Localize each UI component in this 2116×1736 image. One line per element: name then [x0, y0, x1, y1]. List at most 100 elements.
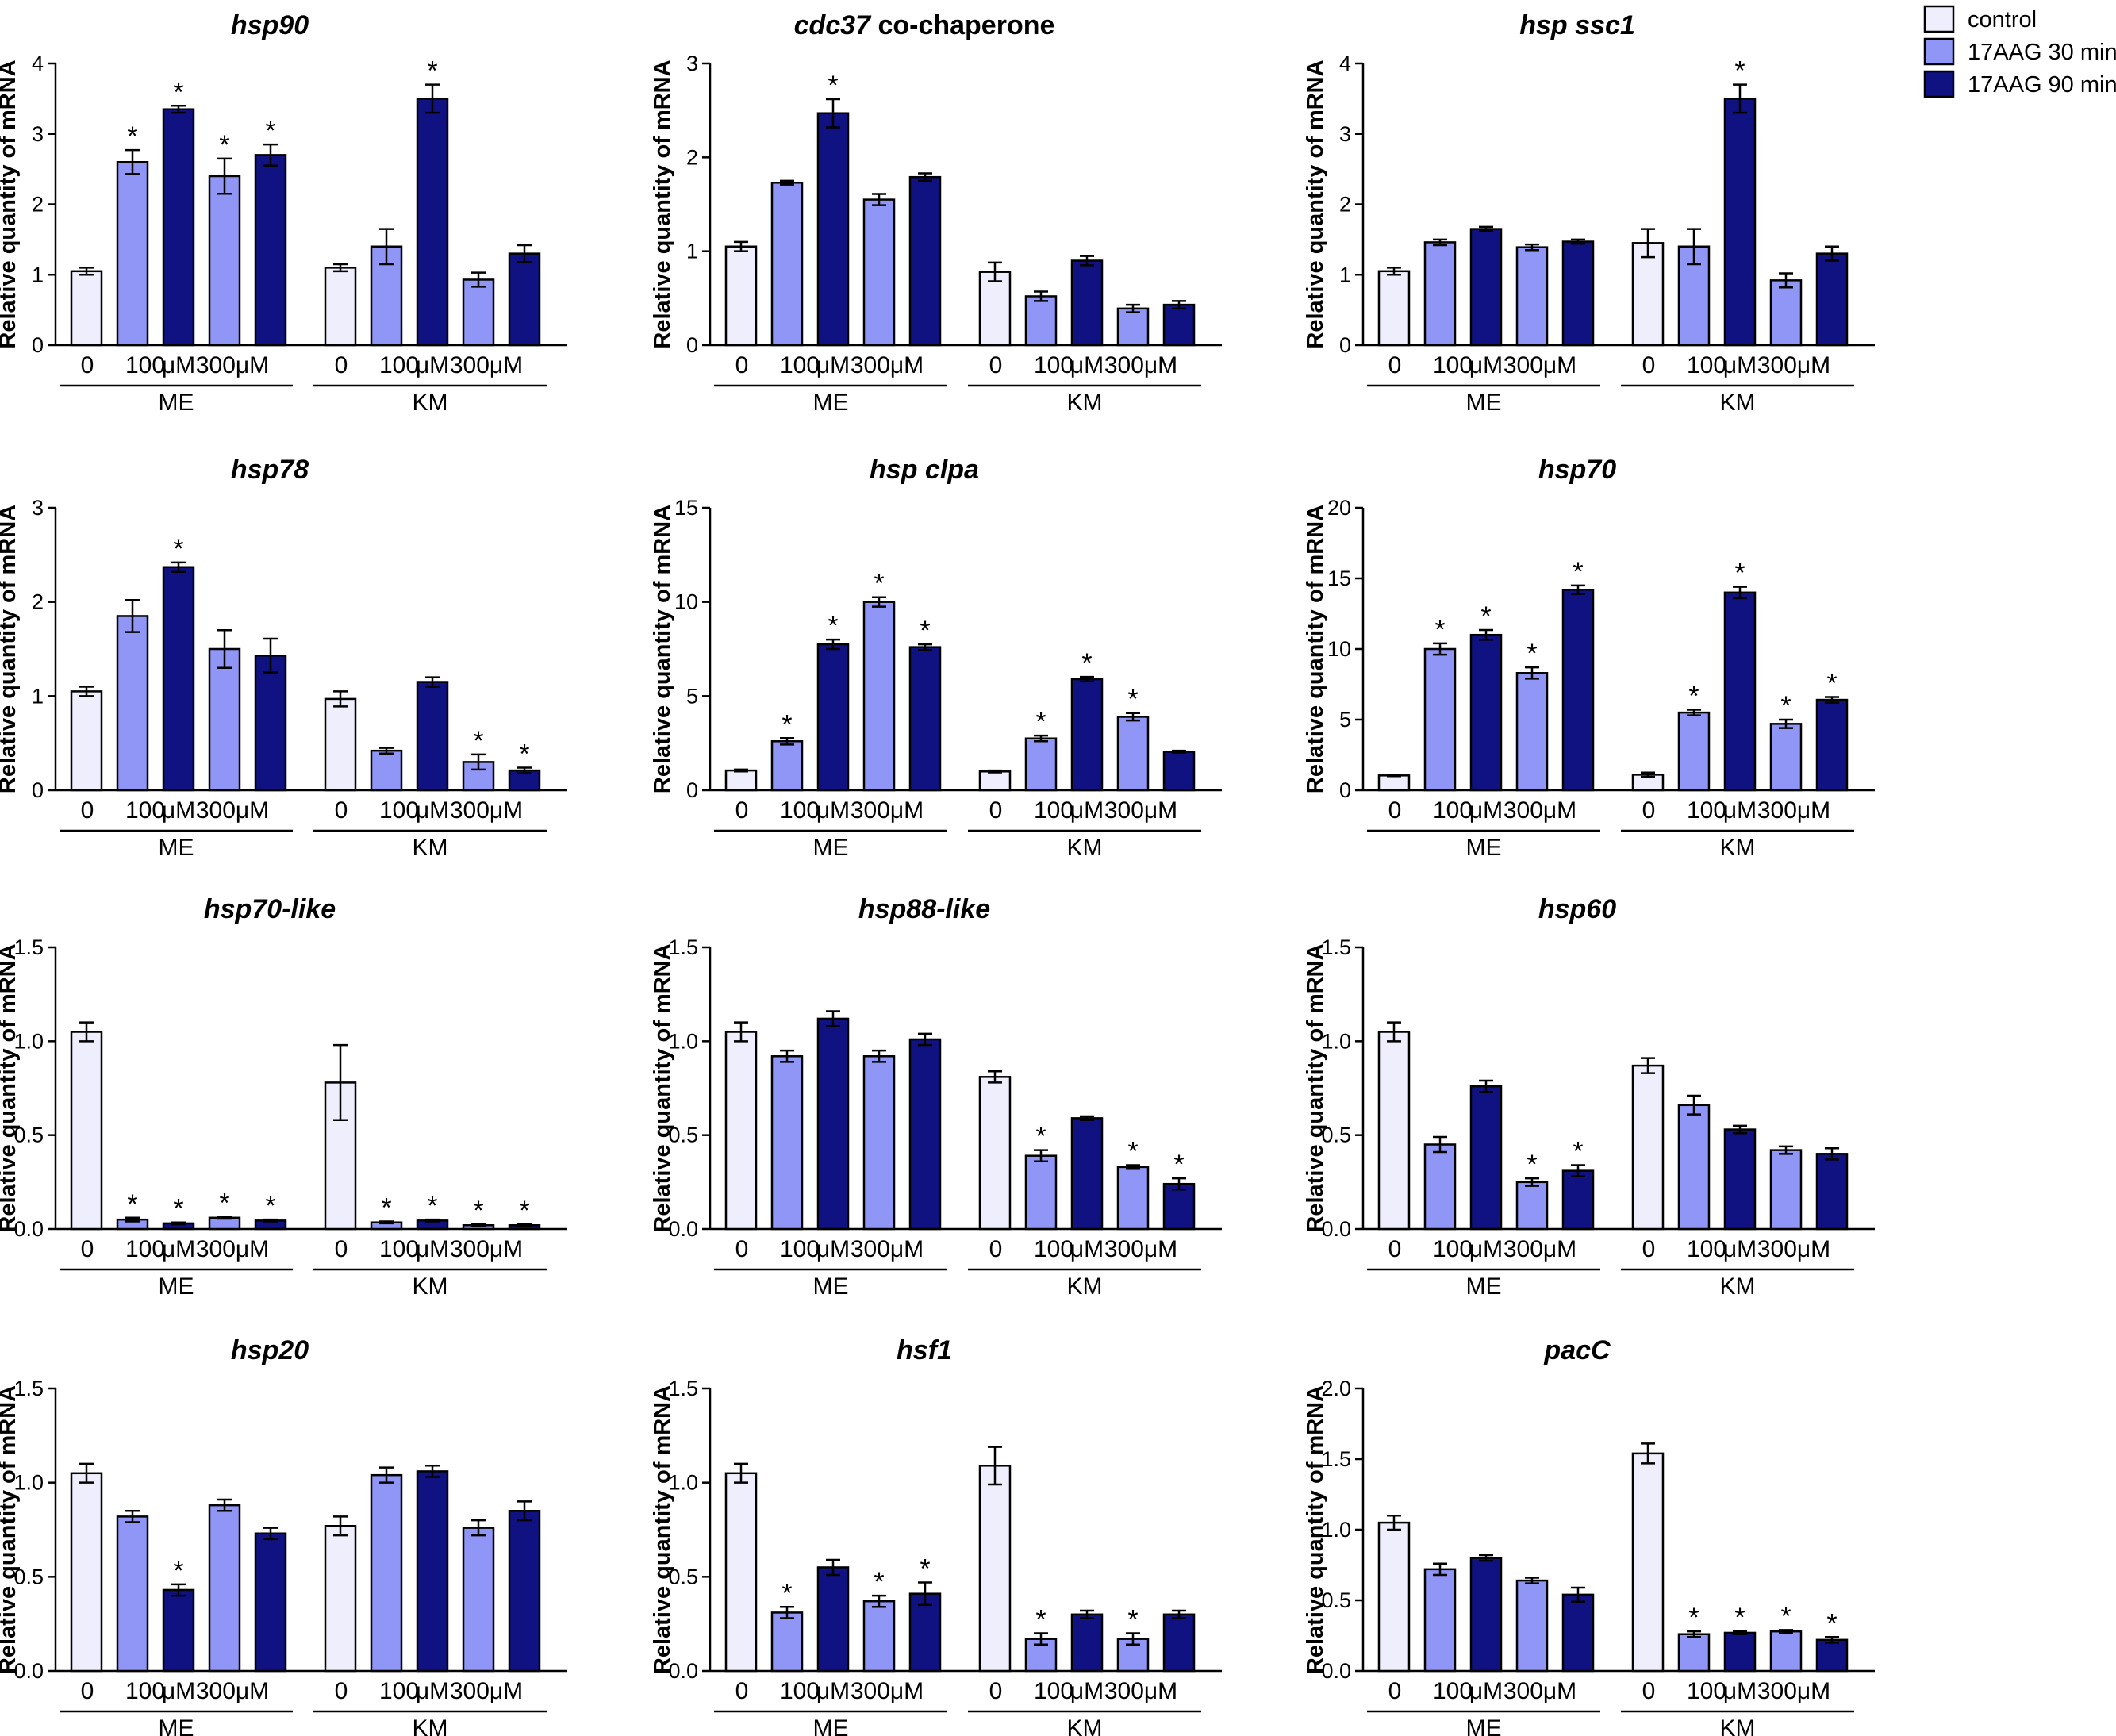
significance-star: *	[1434, 615, 1445, 645]
significance-star: *	[1573, 557, 1583, 587]
category-label: 100	[1034, 352, 1073, 378]
category-label: 0	[335, 1678, 348, 1704]
category-label: 100	[125, 352, 165, 378]
category-label: 0	[1388, 352, 1402, 378]
bar-km-3	[462, 1527, 495, 1673]
bar-km-1	[1677, 1104, 1711, 1231]
bar-me-4	[1561, 1593, 1595, 1673]
panel-title: hsp60	[1538, 894, 1616, 924]
category-label: μM	[162, 352, 195, 378]
bar-me-3	[1515, 1579, 1549, 1673]
bar-me-0	[1377, 774, 1411, 792]
category-label: 0	[1642, 1678, 1656, 1704]
category-label: 100	[1687, 797, 1726, 824]
group-label-me: ME	[159, 390, 194, 416]
bar-km-4	[1815, 698, 1849, 792]
category-label: 300μM	[851, 1678, 924, 1704]
significance-star: *	[1081, 648, 1092, 678]
category-label: 0	[989, 797, 1003, 824]
bar-km-3	[462, 278, 495, 347]
y-tick-label: 15	[674, 496, 698, 520]
y-tick-label: 0.5	[1321, 1588, 1351, 1612]
bar-me-0	[724, 245, 758, 347]
category-label: 300μM	[1503, 1678, 1576, 1704]
category-label: 0	[989, 352, 1003, 378]
bar-me-2	[162, 1588, 195, 1673]
y-tick-label: 1.0	[13, 1471, 44, 1495]
category-label: 0	[735, 1236, 749, 1262]
group-label-me: ME	[1466, 1273, 1502, 1300]
y-tick-label: 1	[1339, 263, 1351, 286]
y-tick-label: 0.0	[668, 1217, 698, 1241]
bar-km-0	[978, 271, 1012, 347]
significance-star: *	[219, 1189, 229, 1219]
category-label: 100	[379, 1678, 419, 1704]
y-tick-label: 3	[1339, 122, 1351, 146]
bar-me-1	[1423, 1568, 1457, 1673]
group-label-km: KM	[1720, 390, 1756, 416]
y-axis-title: Relative quantity of mRNA	[0, 1385, 21, 1674]
category-label: 0	[81, 1678, 94, 1704]
group-label-km: KM	[1720, 835, 1756, 861]
panel-title: hsf1	[897, 1335, 952, 1365]
group-label-me: ME	[813, 835, 849, 861]
significance-star: *	[519, 739, 529, 770]
bar-me-2	[816, 643, 850, 792]
significance-star: *	[173, 534, 183, 564]
bar-km-2	[1723, 98, 1757, 347]
significance-star: *	[1035, 1122, 1046, 1152]
category-label: μM	[1070, 352, 1104, 378]
significance-star: *	[427, 56, 437, 86]
category-label: μM	[816, 352, 850, 378]
category-label: 0	[81, 1236, 94, 1262]
significance-star: *	[1688, 1603, 1699, 1633]
category-label: μM	[416, 797, 449, 824]
bar-km-2	[1070, 1613, 1104, 1673]
category-label: 0	[735, 797, 749, 824]
significance-star: *	[828, 71, 838, 101]
significance-star: *	[1127, 1137, 1138, 1167]
bar-km-0	[978, 1465, 1012, 1673]
significance-star: *	[920, 616, 930, 646]
significance-star: *	[1734, 1603, 1745, 1633]
y-tick-label: 1.5	[668, 935, 698, 959]
category-label: μM	[1469, 1236, 1503, 1262]
group-label-km: KM	[1067, 835, 1103, 861]
significance-star: *	[1035, 707, 1046, 737]
significance-star: *	[1734, 56, 1745, 86]
y-tick-label: 1.5	[1321, 935, 1351, 959]
y-tick-label: 4	[1339, 52, 1351, 75]
category-label: μM	[416, 352, 449, 378]
bar-km-1	[370, 1473, 403, 1673]
panel-title: hsp78	[231, 455, 309, 485]
y-tick-label: 0.0	[13, 1217, 44, 1241]
y-tick-label: 1.0	[13, 1029, 44, 1053]
bar-km-0	[1631, 242, 1665, 347]
bar-km-0	[978, 770, 1012, 792]
y-tick-label: 1	[32, 263, 44, 286]
legend: control 17AAG 30 min 17AAG 90 min	[1923, 5, 2116, 98]
category-label: 100	[379, 1236, 419, 1262]
category-label: 300μM	[1104, 1678, 1177, 1704]
category-label: μM	[1469, 1678, 1503, 1704]
bar-me-4	[254, 154, 287, 347]
bar-km-4	[508, 1510, 541, 1673]
category-label: 300μM	[450, 1236, 523, 1262]
bar-me-4	[908, 646, 942, 792]
bar-me-3	[208, 1504, 241, 1673]
category-label: 100	[125, 1236, 165, 1262]
panel-hsp70: hsp70 Relative quantity of mRNA 0 5 10 15 20 * *…	[1303, 455, 1875, 861]
bar-km-4	[1815, 1638, 1849, 1673]
bar-km-0	[1631, 1064, 1665, 1231]
bar-me-1	[770, 1055, 804, 1231]
significance-star: *	[1780, 1601, 1791, 1631]
y-tick-label: 2	[32, 590, 44, 614]
bar-me-4	[908, 1038, 942, 1231]
bar-km-2	[416, 98, 449, 347]
category-label: 100	[1034, 797, 1073, 824]
significance-star: *	[1480, 601, 1491, 632]
bar-me-2	[816, 112, 850, 347]
